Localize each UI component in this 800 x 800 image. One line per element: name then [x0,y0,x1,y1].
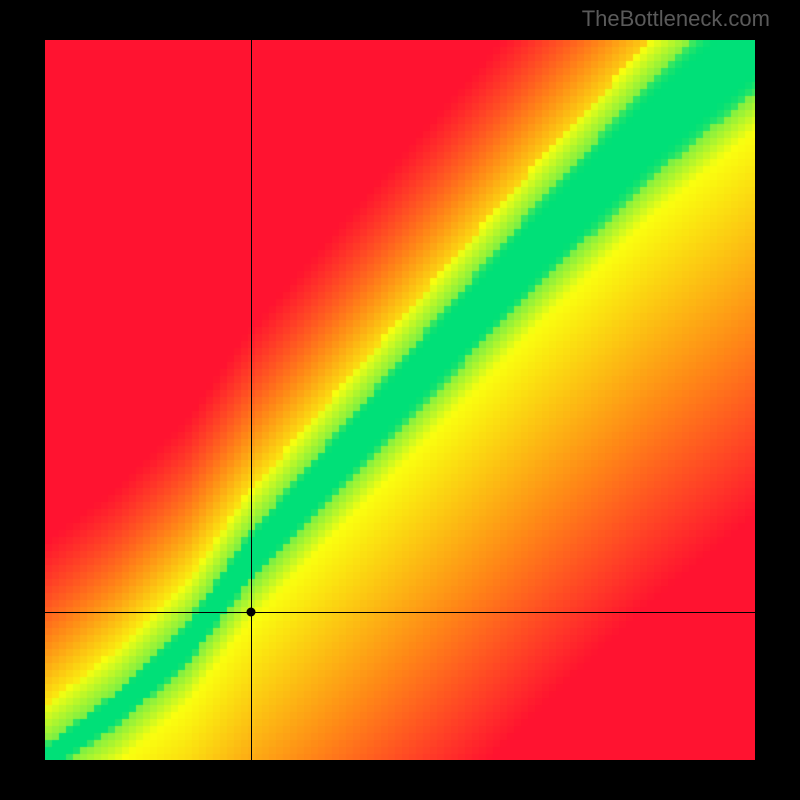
crosshair-horizontal [45,612,755,613]
crosshair-marker [246,608,255,617]
heatmap-plot [45,40,755,760]
heatmap-canvas [45,40,755,760]
crosshair-vertical [251,40,252,760]
watermark-text: TheBottleneck.com [582,6,770,32]
